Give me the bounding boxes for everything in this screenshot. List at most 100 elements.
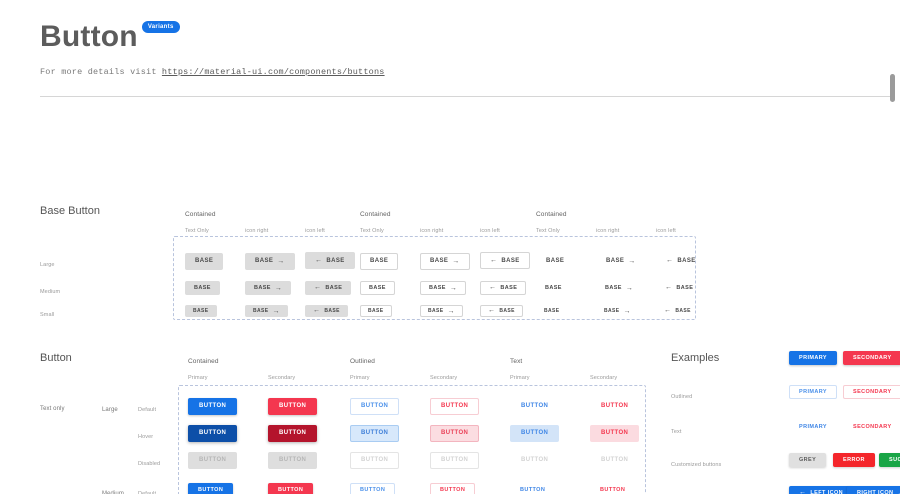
- button-cell-4-0-0: BUTTON: [510, 394, 559, 415]
- example-button-secondary[interactable]: SECONDARY: [843, 420, 900, 434]
- button-label: BUTTON: [521, 457, 549, 463]
- base-row-label-medium: Medium: [40, 280, 60, 298]
- base-subcol-title-1-1: icon right: [420, 219, 443, 237]
- button-disabled-outlined-large: BUTTON: [430, 451, 480, 469]
- example-button-grey[interactable]: GREY: [789, 453, 827, 467]
- button-contained-primary-hover-large[interactable]: BUTTON: [188, 424, 238, 442]
- base-button-base-outlined-icon-left-medium[interactable]: ← BASE: [480, 280, 527, 295]
- page-subtitle: For more details visit https://material-…: [40, 67, 900, 77]
- base-button-base-text-only-small[interactable]: BASE: [185, 305, 217, 317]
- button-contained-secondary-medium[interactable]: BUTTON: [268, 483, 314, 494]
- base-button-base-outlined-icon-right-large[interactable]: BASE →: [420, 252, 470, 270]
- base-button-base-icon-right-small[interactable]: BASE →: [245, 305, 288, 317]
- button-subcol-title-text: Primary: [350, 375, 370, 381]
- base-button-base-icon-right-large[interactable]: BASE →: [245, 252, 295, 270]
- base-cell-2-1-1: BASE →: [596, 276, 642, 295]
- base-button-base-outlined-text-only-large[interactable]: BASE: [360, 252, 399, 270]
- base-cell-2-1-2: BASE →: [596, 299, 639, 317]
- base-button-base-text-only-medium[interactable]: BASE: [185, 281, 220, 295]
- base-button-label: BASE: [255, 258, 274, 264]
- base-button-base-text-icon-right-large[interactable]: BASE →: [596, 253, 646, 270]
- button-text-secondary-medium[interactable]: BUTTON: [590, 483, 635, 494]
- button-text-secondary-hover-large[interactable]: BUTTON: [590, 424, 640, 442]
- base-button-base-icon-left-medium[interactable]: ← BASE: [305, 280, 352, 295]
- example-button-primary[interactable]: PRIMARY: [789, 385, 837, 399]
- base-button-label: BASE: [606, 258, 625, 264]
- example-button-primary[interactable]: PRIMARY: [789, 420, 837, 434]
- base-button-label: BASE: [499, 307, 515, 314]
- base-button-base-icon-right-medium[interactable]: BASE →: [245, 281, 292, 295]
- base-cell-1-1-1: BASE →: [420, 276, 467, 295]
- example-button-primary[interactable]: PRIMARY: [789, 351, 837, 365]
- example-button-secondary[interactable]: SECONDARY: [843, 385, 900, 399]
- button-state-label-large-hover: Hover: [138, 425, 153, 443]
- base-button-base-outlined-icon-left-small[interactable]: ← BASE: [480, 304, 523, 317]
- base-subcol-title-text: icon left: [305, 228, 325, 234]
- base-button-base-text-only-large[interactable]: BASE: [185, 252, 224, 270]
- base-button-base-text-icon-left-small[interactable]: ← BASE: [656, 305, 699, 317]
- base-button-base-outlined-text-only-medium[interactable]: BASE: [360, 281, 395, 295]
- button-size-label-large: Large: [102, 398, 118, 416]
- base-button-base-text-text-only-small[interactable]: BASE: [536, 305, 568, 317]
- base-button-base-outlined-icon-left-large[interactable]: ← BASE: [480, 252, 530, 269]
- example-button-right-icon[interactable]: RIGHT ICON→: [847, 486, 900, 494]
- button-outlined-primary-medium[interactable]: BUTTON: [350, 483, 396, 494]
- left-arrow-icon: ←: [664, 307, 672, 314]
- button-label: BUTTON: [279, 403, 307, 409]
- button-group-title-text: Contained: [188, 358, 219, 365]
- base-button-label: BASE: [368, 308, 384, 314]
- base-button-base-text-icon-left-large[interactable]: ← BASE: [656, 252, 706, 269]
- button-contained-secondary-hover-large[interactable]: BUTTON: [268, 424, 318, 442]
- button-cell-5-1-0: BUTTON: [590, 478, 635, 494]
- docs-link[interactable]: https://material-ui.com/components/butto…: [161, 67, 385, 77]
- example-button-label: LEFT ICON: [810, 489, 844, 494]
- button-cell-1-1-0: BUTTON: [268, 478, 314, 494]
- button-outlined-secondary-hover-large[interactable]: BUTTON: [430, 424, 480, 442]
- button-contained-secondary-large[interactable]: BUTTON: [268, 397, 318, 415]
- examples-cell-3-1: ERROR: [833, 448, 875, 467]
- button-cell-5-0-0: BUTTON: [590, 394, 639, 415]
- base-button-base-text-icon-left-medium[interactable]: ← BASE: [656, 281, 702, 295]
- example-button-error[interactable]: ERROR: [833, 453, 875, 467]
- base-button-base-outlined-icon-right-medium[interactable]: BASE →: [420, 281, 467, 295]
- base-button-base-outlined-icon-right-small[interactable]: BASE →: [420, 305, 463, 317]
- base-button-label: BASE: [501, 257, 520, 264]
- left-arrow-icon: ←: [665, 284, 673, 291]
- subtitle-prefix: For more details visit: [40, 67, 162, 77]
- button-text-secondary-large[interactable]: BUTTON: [590, 398, 639, 415]
- button-cell-2-0-2: BUTTON: [350, 448, 400, 469]
- base-button-base-outlined-text-only-small[interactable]: BASE: [360, 305, 392, 317]
- base-button-base-text-text-only-large[interactable]: BASE: [536, 253, 574, 270]
- base-cell-0-0-1: BASE: [185, 276, 220, 295]
- button-state-label-text: Hover: [138, 434, 154, 440]
- button-text-primary-large[interactable]: BUTTON: [510, 398, 559, 415]
- page-scrollbar[interactable]: [890, 0, 898, 494]
- button-outlined-secondary-large[interactable]: BUTTON: [430, 397, 480, 415]
- base-button-label: BASE: [370, 258, 389, 264]
- base-button-base-text-text-only-medium[interactable]: BASE: [536, 281, 571, 295]
- scrollbar-thumb[interactable]: [890, 74, 895, 102]
- base-cell-1-2-1: ← BASE: [480, 276, 527, 295]
- button-outlined-secondary-medium[interactable]: BUTTON: [430, 483, 476, 494]
- example-button-left-icon[interactable]: ← LEFT ICON: [789, 485, 854, 494]
- button-subcol-title-text: Secondary: [590, 375, 618, 381]
- button-label: BUTTON: [601, 457, 629, 463]
- base-button-base-icon-left-large[interactable]: ← BASE: [305, 252, 355, 269]
- button-text-primary-medium[interactable]: BUTTON: [510, 483, 555, 494]
- left-arrow-icon: ←: [314, 284, 322, 291]
- example-button-success[interactable]: SUCCESS: [879, 453, 900, 467]
- examples-cell-2-1: SECONDARY: [843, 415, 900, 434]
- button-outlined-primary-hover-large[interactable]: BUTTON: [350, 424, 400, 442]
- example-button-secondary[interactable]: SECONDARY: [843, 351, 900, 365]
- button-subcol-title-0-1: Secondary: [268, 366, 295, 384]
- button-contained-primary-large[interactable]: BUTTON: [188, 397, 238, 415]
- base-button-base-text-icon-right-medium[interactable]: BASE →: [596, 281, 642, 295]
- base-button-base-text-icon-right-small[interactable]: BASE →: [596, 305, 639, 317]
- base-button-base-icon-left-small[interactable]: ← BASE: [305, 304, 348, 317]
- button-text-primary-hover-large[interactable]: BUTTON: [510, 424, 560, 442]
- button-outlined-primary-large[interactable]: BUTTON: [350, 397, 400, 415]
- button-contained-primary-medium[interactable]: BUTTON: [188, 483, 234, 494]
- button-size-label-medium: Medium: [102, 482, 124, 494]
- example-button-label: GREY: [799, 457, 817, 463]
